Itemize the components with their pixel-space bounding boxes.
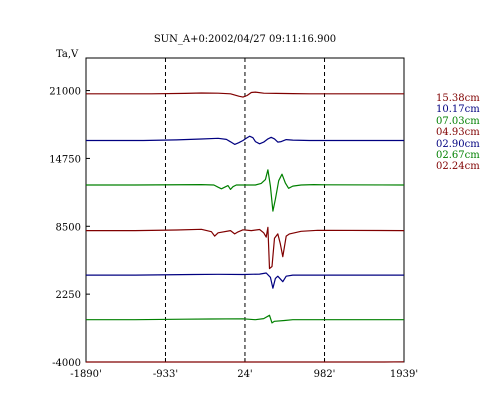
x-tick-label: 982' (314, 369, 336, 380)
series-line-15.38cm (86, 91, 404, 98)
legend-entry: 10.17cm (436, 104, 480, 116)
x-dashed-lines (164, 58, 326, 362)
y-tick-label: 21000 (49, 87, 81, 98)
x-ticks: -1890' -933' 24' 982' 1939' (70, 358, 418, 380)
legend-entry: 04.93cm (436, 127, 480, 139)
series-line-02.67cm (86, 314, 404, 324)
legend-entry: 02.67cm (436, 149, 480, 161)
y-tick-label: 2250 (56, 290, 81, 301)
legend-entry: 02.24cm (436, 161, 480, 173)
legend: 15.38cm 10.17cm 07.03cm 04.93cm 02.90cm 02.67… (436, 93, 498, 173)
series-line-07.03cm (86, 169, 405, 212)
series-line-04.93cm (86, 226, 405, 270)
legend-entry: 15.38cm (436, 93, 480, 104)
x-tick-label: 1939' (390, 369, 418, 380)
series-lines (86, 91, 405, 363)
x-tick-label: -1890' (70, 369, 102, 380)
legend-entry: 07.03cm (436, 115, 480, 127)
chart-title: SUN_A+0:2002/04/27 09:11:16.900 (154, 34, 336, 45)
y-tick-label: 14750 (49, 154, 81, 165)
legend-entry: 02.90cm (436, 138, 480, 150)
y-ticks: -4000 2250 8500 14750 21000 (49, 87, 90, 369)
x-tick-label: -933' (153, 369, 178, 380)
y-tick-label: 8500 (56, 222, 81, 233)
y-axis-label: Ta,V (56, 49, 79, 60)
series-line-02.90cm (86, 272, 404, 289)
y-tick-label: -4000 (52, 358, 81, 369)
x-tick-label: 24' (237, 369, 252, 380)
series-line-10.17cm (86, 135, 404, 145)
